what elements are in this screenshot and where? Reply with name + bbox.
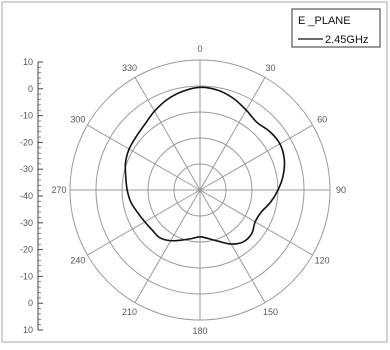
grid-spoke	[199, 124, 313, 191]
angle-tick-label: 90	[336, 185, 346, 195]
angle-tick-label: 120	[315, 256, 330, 266]
legend: E _PLANE 2.45GHz	[291, 8, 381, 48]
radial-tick-label: -20	[20, 137, 33, 147]
grid-spoke	[87, 189, 201, 256]
grid-spoke	[134, 189, 201, 303]
angle-tick-label: 0	[197, 44, 202, 54]
angle-tick-label: 330	[122, 63, 137, 73]
radial-tick-label: 0	[28, 84, 33, 94]
angle-tick-label: 180	[192, 326, 207, 336]
radial-tick-label: 10	[23, 57, 33, 67]
series-group	[124, 86, 286, 245]
angle-tick-label: 60	[317, 115, 327, 125]
legend-series-label: 2.45GHz	[325, 34, 368, 46]
angle-tick-label: 210	[122, 307, 137, 317]
radial-tick-label: -30	[20, 164, 33, 174]
legend-box	[291, 8, 381, 48]
radial-tick-label: -10	[20, 111, 33, 121]
angle-tick-label: 150	[263, 307, 278, 317]
angle-labels: 0 30 60 90 120 150 180 210 240 270 300 330	[51, 44, 346, 336]
radial-tick-label: -30	[20, 218, 33, 228]
radial-scale-ticks: 10 0 -10 -20 -30 -40 -30 -20 -10 0 10	[20, 57, 43, 335]
angle-tick-label: 300	[70, 115, 85, 125]
grid-spoke	[87, 124, 201, 191]
grid-spoke	[134, 77, 201, 191]
angle-tick-label: 270	[51, 185, 66, 195]
angle-tick-label: 30	[265, 63, 275, 73]
radial-tick-label: -20	[20, 245, 33, 255]
legend-title: E _PLANE	[298, 15, 351, 27]
radial-tick-label: -10	[20, 271, 33, 281]
radial-tick-label: 10	[23, 325, 33, 335]
grid-spoke	[199, 189, 266, 303]
radial-tick-label: -40	[20, 191, 33, 201]
plot-frame	[1, 1, 388, 343]
grid-spoke	[199, 77, 266, 191]
angle-tick-label: 240	[70, 256, 85, 266]
grid-spoke	[199, 189, 313, 256]
grid-spokes	[70, 60, 330, 320]
series-line-2-45ghz	[124, 86, 286, 245]
radial-tick-label: 0	[28, 298, 33, 308]
